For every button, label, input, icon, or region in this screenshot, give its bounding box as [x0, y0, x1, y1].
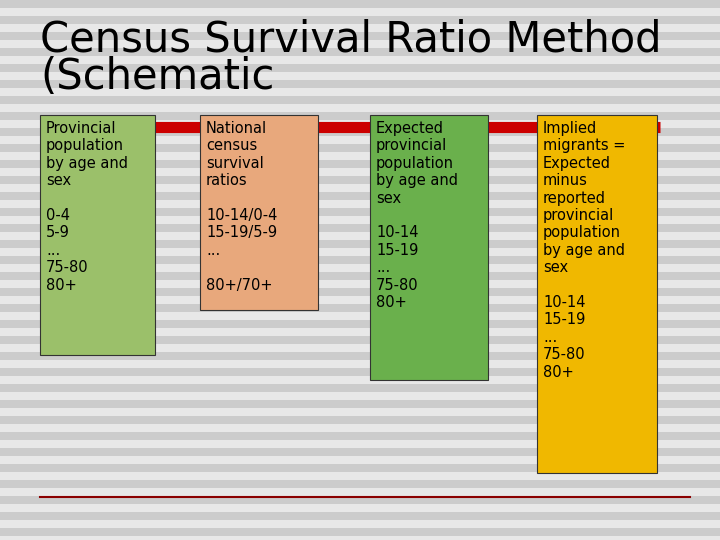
Bar	[0, 312, 720, 320]
Bar	[0, 528, 720, 536]
Bar	[0, 168, 720, 176]
Bar	[0, 288, 720, 296]
Bar	[0, 504, 720, 512]
Bar	[40, 115, 155, 355]
Bar	[0, 440, 720, 448]
Bar	[0, 96, 720, 104]
Bar	[0, 0, 720, 8]
Bar	[0, 256, 720, 264]
Bar	[0, 216, 720, 224]
Bar	[0, 248, 720, 256]
Text: Census Survival Ratio Method: Census Survival Ratio Method	[40, 18, 662, 60]
Bar	[0, 72, 720, 80]
Text: Provincial
population
by age and
sex

0-4
5-9
...
75-80
80+: Provincial population by age and sex 0-4…	[46, 121, 128, 293]
Bar	[0, 416, 720, 424]
Bar	[0, 48, 720, 56]
Bar	[0, 232, 720, 240]
Bar	[0, 136, 720, 144]
Bar	[0, 176, 720, 184]
Bar	[0, 24, 720, 32]
Bar	[0, 88, 720, 96]
Bar	[0, 488, 720, 496]
Bar	[0, 368, 720, 376]
Bar	[0, 280, 720, 288]
Bar	[0, 336, 720, 344]
Bar	[370, 115, 488, 380]
Text: Expected
provincial
population
by age and
sex

10-14
15-19
...
75-80
80+: Expected provincial population by age an…	[376, 121, 458, 310]
Bar	[0, 424, 720, 432]
Bar	[537, 115, 657, 473]
Bar	[0, 112, 720, 120]
Bar	[0, 448, 720, 456]
Bar	[0, 40, 720, 48]
Bar	[0, 456, 720, 464]
Bar	[0, 480, 720, 488]
Bar	[0, 80, 720, 88]
Bar	[0, 400, 720, 408]
Bar	[0, 224, 720, 232]
Bar	[0, 192, 720, 200]
Bar	[0, 408, 720, 416]
Bar	[0, 160, 720, 168]
Bar	[0, 8, 720, 16]
Bar	[0, 304, 720, 312]
Bar	[0, 536, 720, 540]
Text: Implied
migrants =
Expected
minus
reported
provincial
population
by age and
sex
: Implied migrants = Expected minus report…	[543, 121, 626, 380]
Bar	[0, 152, 720, 160]
Bar	[0, 56, 720, 64]
Bar	[0, 200, 720, 208]
Bar	[0, 240, 720, 248]
Bar	[0, 208, 720, 216]
Text: (Schematic: (Schematic	[40, 56, 274, 98]
Bar	[0, 104, 720, 112]
Bar	[0, 352, 720, 360]
Bar	[0, 16, 720, 24]
Bar	[0, 184, 720, 192]
Bar	[0, 360, 720, 368]
Bar	[0, 496, 720, 504]
Bar	[0, 320, 720, 328]
Bar	[0, 520, 720, 528]
Bar	[0, 464, 720, 472]
Bar	[0, 472, 720, 480]
Bar	[0, 344, 720, 352]
Bar	[0, 376, 720, 384]
Text: National
census
survival
ratios

10-14/0-4
15-19/5-9
...

80+/70+: National census survival ratios 10-14/0-…	[206, 121, 277, 293]
Bar	[0, 392, 720, 400]
Bar	[0, 120, 720, 128]
Bar	[0, 264, 720, 272]
Bar	[0, 272, 720, 280]
Bar	[0, 512, 720, 520]
Bar	[0, 296, 720, 304]
Bar	[0, 144, 720, 152]
Bar	[200, 115, 318, 310]
Bar	[0, 384, 720, 392]
Bar	[0, 432, 720, 440]
Bar	[0, 328, 720, 336]
Bar	[0, 64, 720, 72]
Bar	[0, 128, 720, 136]
Bar	[0, 32, 720, 40]
